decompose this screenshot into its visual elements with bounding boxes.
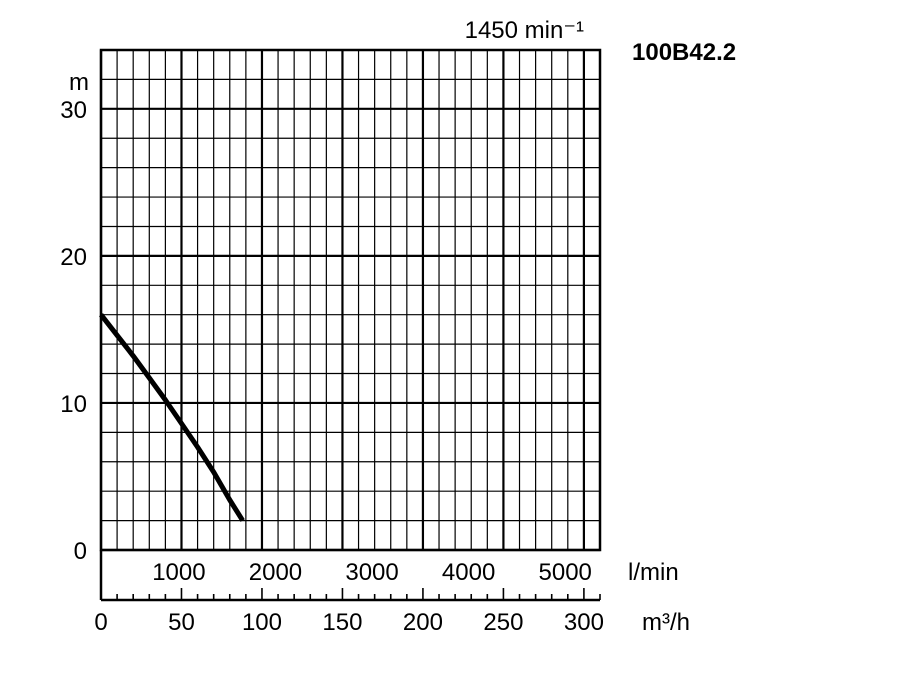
m3h-tick-label: 150 <box>322 609 362 636</box>
y-axis-label: m <box>69 69 89 96</box>
plot-frame <box>99 48 602 602</box>
m3h-tick-label: 0 <box>94 609 107 636</box>
lmin-tick-label: 5000 <box>539 559 592 586</box>
pump-curve-line <box>99 313 245 522</box>
m3h-tick-label: 50 <box>168 609 195 636</box>
y-tick-label: 10 <box>60 391 87 418</box>
m3h-tick-label: 200 <box>403 609 443 636</box>
m3h-tick-label: 100 <box>242 609 282 636</box>
lmin-tick-label: 2000 <box>249 559 302 586</box>
y-tick-label: 0 <box>74 538 87 565</box>
plot-border <box>99 48 602 552</box>
series-layer <box>99 313 245 522</box>
m3h-tick-label: 250 <box>483 609 523 636</box>
lmin-tick-label: 4000 <box>442 559 495 586</box>
y-tick-label: 20 <box>60 244 87 271</box>
m3h-tick-label: 300 <box>564 609 604 636</box>
lmin-axis-label: l/min <box>628 559 679 586</box>
y-tick-label: 30 <box>60 97 87 124</box>
lmin-tick-label: 1000 <box>152 559 205 586</box>
chart-title: 100B42.2 <box>632 39 736 66</box>
labels-layer: 0 10 20 30m 1000 2000 3000 4000 5000 l/min 0 50 100 1… <box>60 17 736 636</box>
grid-lines <box>99 49 601 552</box>
m3h-axis-label: m³/h <box>642 609 690 636</box>
speed-label: 1450 min⁻¹ <box>465 17 584 44</box>
lmin-tick-label: 3000 <box>345 559 398 586</box>
